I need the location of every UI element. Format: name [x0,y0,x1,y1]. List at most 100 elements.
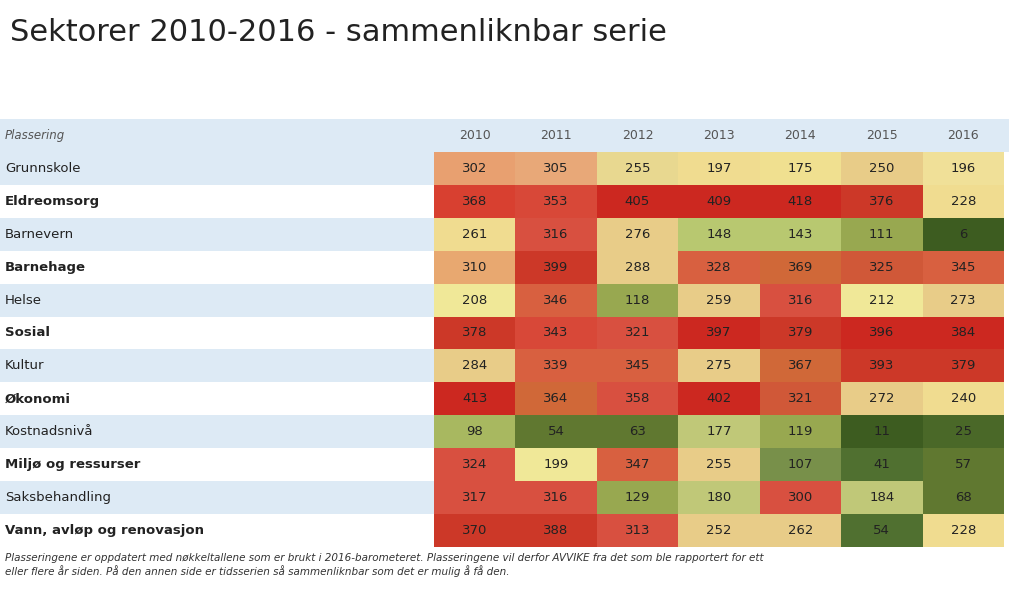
Text: 413: 413 [462,392,487,405]
Text: 368: 368 [462,195,487,208]
Text: Økonomi: Økonomi [5,392,71,405]
Bar [516,514,596,547]
Text: 2014: 2014 [785,129,816,142]
Text: 396: 396 [869,326,894,340]
Text: 196: 196 [950,162,976,175]
Bar [842,218,922,251]
Bar [434,514,516,547]
Bar [434,251,516,284]
Text: Kultur: Kultur [5,359,44,372]
Bar [0,185,434,218]
Bar [596,448,678,481]
Text: 255: 255 [625,162,650,175]
Bar [760,514,842,547]
Text: 310: 310 [462,261,487,274]
Text: 11: 11 [874,425,890,438]
Text: 369: 369 [788,261,813,274]
Bar [516,152,596,185]
Bar [434,349,516,382]
Bar [842,316,922,349]
Bar [678,316,760,349]
Bar [678,251,760,284]
Text: 316: 316 [788,294,813,307]
Bar [516,382,596,415]
Text: 321: 321 [788,392,813,405]
Text: 2010: 2010 [459,129,490,142]
Text: 111: 111 [869,228,895,241]
Text: Plassering: Plassering [5,129,66,142]
Bar [760,316,842,349]
Text: 345: 345 [625,359,650,372]
Bar [678,415,760,448]
Text: 370: 370 [462,524,487,537]
Bar [678,284,760,316]
Bar [516,185,596,218]
Bar [678,185,760,218]
Text: 175: 175 [788,162,813,175]
Text: 376: 376 [869,195,895,208]
Text: 208: 208 [462,294,487,307]
Bar [434,316,516,349]
Bar [842,152,922,185]
Bar [760,349,842,382]
Text: 2011: 2011 [540,129,572,142]
Text: 353: 353 [543,195,569,208]
Text: 2013: 2013 [703,129,735,142]
Bar [760,481,842,514]
Text: 317: 317 [462,491,487,504]
Bar [922,448,1004,481]
Bar [760,218,842,251]
Bar [922,481,1004,514]
Text: 316: 316 [543,491,569,504]
Text: 255: 255 [706,458,732,471]
Bar [922,415,1004,448]
Bar [596,316,678,349]
Text: 273: 273 [950,294,976,307]
Text: 358: 358 [625,392,650,405]
Text: 325: 325 [869,261,895,274]
Text: 313: 313 [625,524,650,537]
Text: 240: 240 [950,392,976,405]
Bar [596,251,678,284]
Bar [434,218,516,251]
Bar [516,481,596,514]
Text: 228: 228 [950,524,976,537]
Bar [596,152,678,185]
Bar [922,218,1004,251]
Text: 228: 228 [950,195,976,208]
Text: 118: 118 [625,294,650,307]
Bar [842,448,922,481]
Bar [922,251,1004,284]
Text: 418: 418 [788,195,813,208]
Text: Grunnskole: Grunnskole [5,162,81,175]
Text: 197: 197 [706,162,732,175]
Text: 328: 328 [706,261,732,274]
Bar [434,185,516,218]
Text: 252: 252 [706,524,732,537]
Bar [678,448,760,481]
Text: 41: 41 [874,458,890,471]
Bar [0,514,434,547]
Bar [842,284,922,316]
Text: 177: 177 [706,425,732,438]
Text: Sosial: Sosial [5,326,50,340]
Text: 119: 119 [788,425,813,438]
Text: 2012: 2012 [622,129,653,142]
Bar [760,415,842,448]
Text: 98: 98 [466,425,483,438]
Text: 399: 399 [544,261,569,274]
Bar [0,448,434,481]
Bar [842,185,922,218]
Bar [842,349,922,382]
Bar [922,382,1004,415]
Bar [678,514,760,547]
Bar [922,284,1004,316]
Text: 321: 321 [625,326,650,340]
Text: 143: 143 [788,228,813,241]
Text: 184: 184 [869,491,894,504]
Bar [434,415,516,448]
Bar [434,152,516,185]
Text: 343: 343 [543,326,569,340]
Text: Kostnadsnivå: Kostnadsnivå [5,425,94,438]
Text: 57: 57 [955,458,972,471]
